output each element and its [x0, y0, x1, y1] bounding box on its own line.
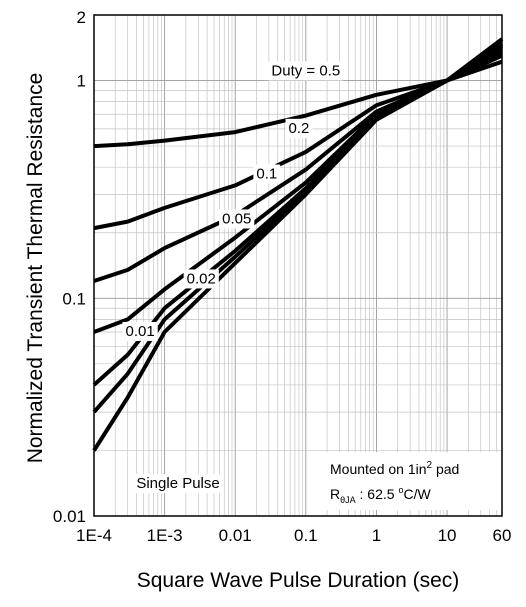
series-line-6 — [92, 37, 504, 452]
annotation-r-value: : 62.5 — [356, 486, 399, 502]
x-tick-label-3: 0.1 — [294, 526, 318, 545]
x-tick-label-6: 60 — [493, 526, 512, 545]
curve-labels: Duty = 0.5 0.2 0.1 0.05 0.02 0.01 Single Pulse — [122, 61, 344, 494]
curve-label-bg-0 — [268, 61, 344, 81]
y-tick-labels: 0.01 0.1 1 2 — [53, 8, 86, 526]
curve-label-4: 0.02 — [187, 270, 216, 287]
annotation-mount-suffix: pad — [432, 461, 459, 477]
annotation-mount-text: Mounted on 1in — [330, 461, 427, 477]
curve-label-bg-5 — [122, 321, 158, 341]
y-tick-label-0: 0.01 — [53, 507, 86, 526]
plot-frame — [93, 14, 503, 517]
y-tick-label-1: 0.1 — [62, 289, 86, 308]
curve-label-1: 0.2 — [289, 120, 310, 137]
curve-label-bg-4 — [183, 269, 219, 289]
curve-label-0: Duty = 0.5 — [271, 62, 340, 79]
x-tick-label-2: 0.01 — [219, 526, 252, 545]
series-line-3 — [93, 46, 504, 334]
curve-label-bg-1 — [285, 118, 313, 138]
annotation-mount-exponent: 2 — [427, 460, 433, 471]
curve-label-6: Single Pulse — [136, 475, 219, 492]
series-lines — [92, 37, 504, 452]
annotation-r-subscript: θJA — [340, 495, 356, 505]
curve-label-5: 0.01 — [126, 323, 155, 340]
curve-label-bg-2 — [253, 164, 281, 184]
mounting-annotation: Mounted on 1in2 pad RθJA : 62.5 oC/W — [322, 452, 498, 510]
y-axis-label: Normalized Transient Thermal Resistance — [24, 73, 47, 464]
curve-label-2: 0.1 — [256, 166, 277, 183]
series-line-2 — [93, 50, 503, 283]
annotation-unit: C/W — [403, 486, 431, 502]
x-tick-label-0: 1E-4 — [76, 526, 112, 545]
y-tick-label-3: 2 — [77, 8, 86, 27]
y-tick-label-2: 1 — [77, 72, 86, 91]
annotation-degree: o — [398, 485, 403, 495]
x-axis-label: Square Wave Pulse Duration (sec) — [137, 569, 460, 592]
curve-label-bg-3 — [219, 209, 255, 229]
x-tick-label-5: 10 — [438, 526, 457, 545]
annotation-line-2: RθJA : 62.5 oC/W — [330, 485, 431, 505]
annotation-r-symbol: R — [330, 486, 340, 502]
annotation-box — [322, 452, 498, 510]
curve-label-bg-6 — [133, 474, 223, 494]
x-tick-label-4: 1 — [372, 526, 381, 545]
x-tick-label-1: 1E-3 — [147, 526, 183, 545]
series-line-5 — [92, 41, 504, 414]
grid-lines — [94, 15, 502, 516]
x-tick-labels: 1E-4 1E-3 0.01 0.1 1 10 60 — [76, 526, 511, 545]
annotation-line-1: Mounted on 1in2 pad — [330, 460, 459, 477]
curve-label-3: 0.05 — [222, 210, 251, 227]
